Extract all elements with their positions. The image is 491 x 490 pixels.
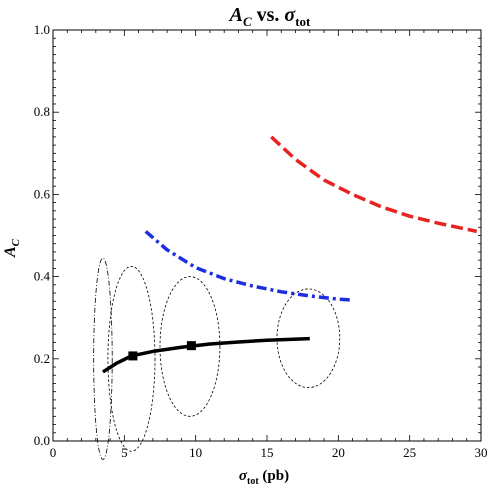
confidence-ellipse bbox=[159, 276, 221, 417]
x-tick-label: 30 bbox=[475, 445, 488, 460]
y-tick-label: 0.6 bbox=[34, 186, 51, 201]
x-axis-label: σtot (pb) bbox=[239, 468, 289, 487]
x-axis-label-sigma: σ bbox=[239, 468, 248, 484]
title-sigma-sub: tot bbox=[295, 14, 311, 29]
title-main-sub: C bbox=[243, 14, 252, 29]
data-point-marker bbox=[186, 341, 196, 351]
plot-frame bbox=[52, 29, 482, 442]
series-line bbox=[101, 336, 310, 374]
x-tick-label: 20 bbox=[332, 445, 345, 460]
series-line bbox=[144, 230, 353, 302]
y-tick-label: 0.8 bbox=[34, 104, 50, 119]
y-axis-label-sub: C bbox=[10, 238, 22, 246]
y-axis-label-main: A bbox=[2, 246, 19, 258]
tick-labels: 0 5 10 15 20 25 30 0.0 0.2 0.4 0.6 0.8 1.0 bbox=[34, 22, 488, 460]
x-tick-label: 10 bbox=[189, 445, 202, 460]
confidence-ellipse bbox=[93, 257, 113, 460]
x-axis-label-sub: tot bbox=[247, 476, 259, 487]
title-sigma: σ bbox=[284, 4, 296, 26]
ellipses bbox=[93, 257, 341, 460]
x-tick-label: 25 bbox=[403, 445, 416, 460]
y-tick-label: 0.2 bbox=[34, 351, 50, 366]
curves bbox=[101, 135, 478, 374]
tick-marks bbox=[52, 29, 482, 442]
y-tick-label: 0.0 bbox=[34, 433, 50, 448]
y-tick-label: 1.0 bbox=[34, 22, 50, 37]
y-tick-label: 0.4 bbox=[34, 269, 51, 284]
title-mid: vs. bbox=[252, 4, 285, 26]
x-tick-label: 5 bbox=[121, 445, 128, 460]
title-main: A bbox=[228, 4, 243, 26]
markers bbox=[128, 341, 196, 361]
x-tick-label: 0 bbox=[50, 445, 57, 460]
series-line bbox=[270, 135, 478, 234]
x-tick-label: 15 bbox=[261, 445, 274, 460]
data-point-marker bbox=[128, 351, 138, 361]
confidence-ellipse bbox=[107, 265, 156, 452]
y-axis-label: AC bbox=[2, 238, 22, 258]
x-axis-label-unit: (pb) bbox=[259, 468, 289, 484]
chart-title: AC vs. σtot bbox=[228, 4, 311, 29]
